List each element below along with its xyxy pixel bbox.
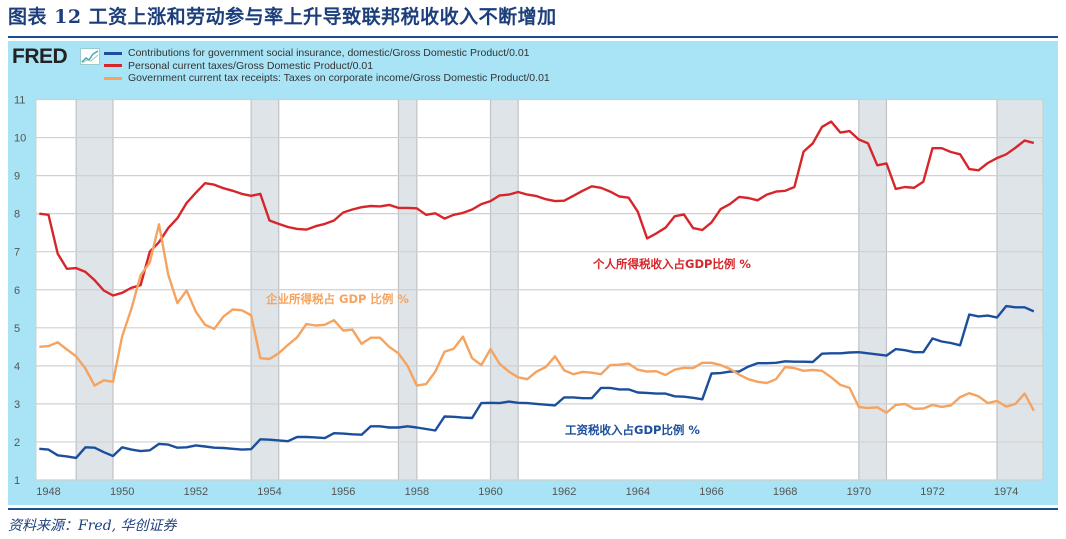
- plot-border: [35, 99, 1044, 481]
- x-tick-label: 1970: [847, 486, 871, 498]
- annotation-payroll-tax: 工资税收入占GDP比例 %: [565, 423, 700, 437]
- x-tick-label: 1962: [552, 486, 576, 498]
- x-tick-label: 1964: [626, 486, 650, 498]
- x-tick-label: 1950: [110, 486, 134, 498]
- legend-item-personal-taxes[interactable]: Personal current taxes/Gross Domestic Pr…: [104, 60, 550, 73]
- x-tick-label: 1954: [257, 486, 281, 498]
- y-tick-label: 2: [14, 437, 20, 449]
- x-tick-label: 1952: [184, 486, 208, 498]
- y-tick-label: 7: [14, 247, 20, 259]
- x-tick-label: 1974: [994, 486, 1018, 498]
- legend-swatch: [104, 76, 122, 80]
- y-tick-label: 10: [14, 133, 26, 145]
- y-tick-label: 8: [14, 209, 20, 221]
- series-line-social-insurance: [39, 304, 1035, 460]
- legend-label: Contributions for government social insu…: [128, 47, 530, 59]
- legend-swatch: [104, 51, 122, 55]
- x-tick-label: 1966: [699, 486, 723, 498]
- chart-line-icon: [80, 48, 100, 65]
- figure-title: 图表 12 工资上涨和劳动参与率上升导致联邦税收收入不断增加: [8, 6, 557, 28]
- source-note: 资料来源：Fred, 华创证券: [8, 518, 177, 534]
- top-divider: [8, 36, 1058, 38]
- legend-swatch: [104, 64, 122, 68]
- y-tick-label: 3: [14, 399, 20, 411]
- series-lines: [39, 120, 1035, 460]
- y-tick-label: 1: [14, 475, 20, 487]
- legend-item-social-insurance[interactable]: Contributions for government social insu…: [104, 47, 550, 60]
- legend: Contributions for government social insu…: [104, 47, 550, 85]
- legend-label: Personal current taxes/Gross Domestic Pr…: [128, 59, 374, 72]
- x-tick-label: 1948: [36, 486, 60, 498]
- x-tick-label: 1960: [478, 486, 502, 498]
- y-tick-label: 5: [14, 323, 20, 335]
- x-tick-label: 1968: [773, 486, 797, 498]
- fred-logo: FRED: [12, 45, 68, 68]
- y-tick-label: 11: [14, 95, 25, 107]
- annotation-corporate-tax: 企业所得税占 GDP 比例 %: [265, 292, 409, 306]
- x-tick-label: 1972: [920, 486, 944, 498]
- series-line-corporate-taxes: [39, 223, 1035, 414]
- y-tick-label: 9: [14, 171, 20, 183]
- annotation-personal-tax: 个人所得税收入占GDP比例 %: [592, 257, 751, 271]
- bottom-divider: [8, 508, 1058, 510]
- y-tick-label: 6: [14, 285, 20, 297]
- series-line-personal-taxes: [39, 120, 1035, 297]
- y-tick-label: 4: [14, 361, 20, 373]
- x-tick-label: 1956: [331, 486, 355, 498]
- gridlines: [35, 98, 1044, 481]
- tick-labels: 1 2 3 4 5 6 7 8 9 10 11 1948 1950 1952 1954 1956 1958 196…: [14, 95, 1018, 499]
- legend-item-corporate-taxes[interactable]: Government current tax receipts: Taxes o…: [104, 72, 550, 85]
- x-tick-label: 1958: [405, 486, 429, 498]
- legend-label: Government current tax receipts: Taxes o…: [128, 72, 550, 85]
